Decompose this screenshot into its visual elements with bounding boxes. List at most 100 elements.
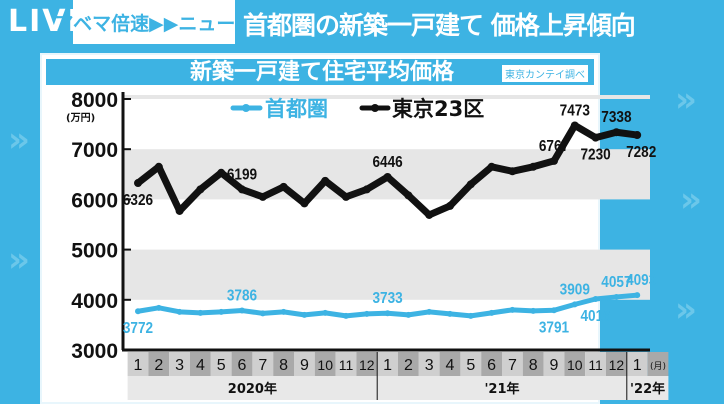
y-tick-label: 6000 [71, 189, 118, 212]
data-label: 7473 [560, 103, 590, 120]
data-point [239, 307, 245, 314]
month-cell [522, 352, 544, 376]
x-tick-label: 4 [196, 357, 205, 374]
data-point [405, 311, 412, 318]
data-label: 6446 [372, 154, 402, 171]
y-tick-label: 3000 [71, 340, 118, 363]
chevron-icon: » [680, 180, 702, 220]
x-tick-label: 9 [550, 357, 559, 374]
data-point [466, 180, 475, 189]
x-tick-label: 1 [633, 357, 642, 374]
x-tick-label: 11 [339, 357, 354, 373]
month-cell [585, 352, 606, 376]
x-tick-label: 6 [487, 357, 496, 374]
month-cell [169, 352, 190, 376]
chevron-icon: » [675, 80, 697, 120]
x-tick-label: 1 [383, 357, 392, 374]
data-point [487, 162, 496, 171]
data-point [154, 162, 163, 171]
month-cell [127, 352, 149, 376]
data-point [488, 309, 495, 316]
data-point [259, 310, 266, 317]
month-cell [647, 352, 669, 376]
x-tick-label: 5 [466, 357, 475, 374]
data-point [592, 295, 599, 302]
month-cell [398, 352, 419, 376]
month-cell [210, 352, 232, 376]
month-cell [148, 352, 170, 376]
month-cell [314, 352, 336, 376]
top-bar: LIVE アベマ倍速▶▶ニュース 首都圏の新築一戸建て 価格上昇傾向 [0, 0, 724, 44]
data-label: 3786 [227, 288, 257, 305]
data-point [634, 292, 641, 299]
data-point [217, 168, 226, 177]
legend-label: 東京23区 [392, 97, 484, 121]
x-tick-label: 2 [154, 357, 163, 374]
data-point [238, 185, 246, 194]
grid-band [124, 95, 650, 99]
data-point [218, 308, 225, 315]
month-cell [356, 352, 378, 376]
x-tick-label: 1 [134, 357, 143, 374]
data-label: 3909 [560, 281, 590, 298]
data-point [135, 308, 141, 315]
headline: 首都圏の新築一戸建て 価格上昇傾向 [243, 11, 636, 40]
data-point [279, 182, 288, 191]
x-tick-label: 3 [175, 357, 184, 374]
y-tick-label: 5000 [71, 240, 118, 263]
data-point [550, 156, 558, 165]
month-cell [606, 352, 627, 376]
data-point [196, 185, 205, 194]
grid-band [124, 249, 650, 300]
data-point [258, 192, 267, 201]
data-point [509, 306, 516, 313]
data-point [447, 310, 453, 317]
data-label: 6326 [123, 192, 153, 209]
data-point [613, 293, 620, 300]
data-point [426, 308, 433, 315]
data-point [343, 312, 349, 319]
data-point [404, 191, 413, 200]
data-label: 4016 [580, 308, 610, 325]
data-point [467, 312, 474, 319]
x-tick-label: 8 [529, 357, 538, 374]
data-point [322, 309, 329, 316]
source-label: 東京カンテイ調べ [502, 65, 588, 82]
data-label: 6199 [227, 166, 257, 183]
x-tick-label: 5 [217, 357, 226, 374]
y-unit-label: (万円) [66, 112, 95, 124]
data-point [530, 307, 537, 314]
data-label: 7338 [601, 109, 631, 126]
data-point [362, 185, 371, 194]
x-tick-label: 12 [359, 357, 375, 373]
month-cell [439, 352, 461, 376]
data-point [134, 179, 142, 188]
data-point [591, 133, 600, 142]
month-cell [335, 352, 357, 376]
chevron-icon: » [8, 240, 30, 280]
data-label: 4093 [626, 272, 656, 289]
data-point [176, 308, 183, 315]
data-point [570, 121, 579, 130]
data-label: 3791 [539, 319, 569, 336]
data-point [300, 199, 309, 208]
month-cell [481, 352, 502, 376]
x-tick-label: 7 [258, 357, 267, 374]
year-label: '22年 [630, 381, 665, 397]
data-label: 4057 [601, 274, 631, 291]
data-point [175, 206, 184, 215]
data-point [425, 210, 434, 219]
month-cell [273, 352, 294, 376]
data-point [197, 309, 204, 316]
month-cell [543, 352, 565, 376]
data-point [280, 308, 287, 315]
legend-label: 首都圏 [265, 97, 328, 121]
data-point [612, 128, 621, 137]
data-point [508, 167, 517, 176]
chevron-icon: » [8, 120, 30, 160]
data-label: 6767 [539, 138, 569, 155]
year-label: 2020年 [228, 381, 277, 397]
y-tick-label: 7000 [71, 139, 118, 162]
x-tick-label: 9 [300, 357, 309, 374]
data-point [446, 201, 454, 210]
